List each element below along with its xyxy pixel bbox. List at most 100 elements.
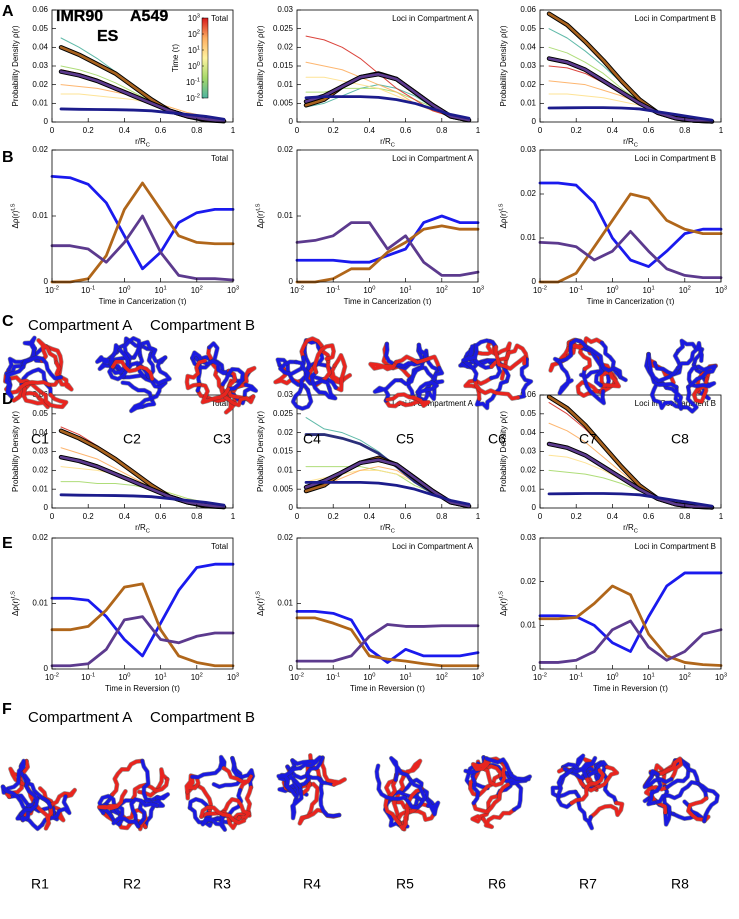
structure-legend: Compartment B [150,709,255,726]
x-axis-label: Time in Reversion (τ) [350,684,425,693]
chromatin-segment [420,787,440,816]
y-tick-label: 0.01 [277,599,293,608]
y-axis-label: Probability Density ρ(r) [256,411,265,492]
structure-label: R7 [579,876,597,892]
y-tick-label: 0.02 [520,80,536,89]
chromatin-segment [383,778,402,826]
line [59,107,226,121]
x-axis-label: r/RC [380,523,395,534]
chromatin-segment [399,343,425,386]
y-tick-label: 0 [532,664,537,673]
chromatin-segment [199,805,246,825]
x-tick-label: 0.4 [364,512,376,521]
y-tick-label: 0.02 [520,465,536,474]
chromatin-segment [36,338,59,365]
structure-label: R5 [396,876,414,892]
y-tick-label: 0.025 [273,409,294,418]
chromatin-segment [320,755,347,787]
chromatin-segment [290,755,322,770]
x-tick-label: 10-1 [81,285,95,295]
legend-entry: IMR90 [56,8,103,25]
chromatin-segment [654,756,683,781]
x-tick-label: 103 [715,672,727,682]
x-tick-label: 102 [679,672,691,682]
x-tick-label: 0.4 [119,512,131,521]
chromatin-segment [185,783,213,813]
structure-label: R6 [488,876,506,892]
x-tick-label: 1 [231,512,236,521]
x-tick-label: 0.2 [83,512,95,521]
y-tick-label: 0 [532,117,537,126]
x-tick-label: 0 [295,512,300,521]
chromatin-segment [484,756,531,781]
chromatin-segment [111,804,141,829]
x-tick-label: 100 [606,285,618,295]
chromatin-segment [38,786,65,822]
x-tick-label: 0.8 [679,512,691,521]
x-tick-label: 100 [118,672,130,682]
chromatin-segment [589,801,624,819]
y-tick-label: 0 [44,503,49,512]
x-tick-label: 102 [191,672,203,682]
y-tick-label: 0.05 [520,409,536,418]
chromatin-structure [2,335,74,410]
x-tick-label: 101 [400,285,412,295]
x-tick-label: 100 [363,285,375,295]
x-tick-label: 10-2 [533,285,547,295]
panel-label: E [2,535,13,552]
chromatin-segment [291,384,313,411]
x-tick-label: 103 [227,672,239,682]
line [548,46,713,122]
panel-label: C [2,313,14,330]
colorbar-tick-label: 100 [188,61,200,71]
chart-title: Total [211,14,228,23]
y-tick-label: 0.02 [277,42,293,51]
y-tick-label: 0.03 [520,61,536,70]
line [295,221,480,277]
legend-entry: A549 [130,8,168,25]
y-tick-label: 0.02 [32,145,48,154]
x-tick-label: 103 [227,285,239,295]
chromatin-segment [569,756,597,778]
x-tick-label: 103 [472,285,484,295]
chromatin-segment [553,338,588,365]
chromatin-segment [687,365,716,388]
y-tick-label: 0.04 [520,42,536,51]
x-tick-label: 102 [436,672,448,682]
line [547,12,714,123]
x-axis-label: r/RC [623,523,638,534]
chromatin-structure [642,756,720,827]
chromatin-segment [205,788,243,823]
x-tick-label: 0.6 [643,512,655,521]
x-tick-label: 0.8 [436,126,448,135]
chromatin-segment [1,784,30,822]
x-tick-label: 10-1 [326,672,340,682]
y-tick-label: 0.01 [520,98,536,107]
line [59,70,226,123]
chromatin-segment [676,341,704,370]
chromatin-structure [374,755,441,832]
structure-label: R1 [31,876,49,892]
chromatin-structure [273,336,353,411]
chromatin-structure [548,336,628,406]
x-tick-label: 10-1 [81,672,95,682]
chromatin-segment [673,758,708,800]
y-tick-label: 0.02 [32,80,48,89]
x-tick-label: 0.8 [191,126,203,135]
chromatin-segment [676,339,704,367]
x-tick-label: 0.4 [607,512,619,521]
chart-title: Total [211,542,228,551]
chromatin-segment [583,344,623,379]
chromatin-structure [276,753,347,826]
y-tick-label: 0.02 [277,533,293,542]
line [538,230,723,279]
line [304,95,471,120]
line [59,493,226,507]
x-tick-label: 100 [363,672,375,682]
chromatin-segment [107,348,130,381]
y-tick-label: 0.005 [273,98,294,107]
structure-label: C7 [579,431,597,447]
chromatin-segment [33,802,53,831]
x-axis-label: Time in Cancerization (τ) [99,297,187,306]
line [295,214,480,264]
